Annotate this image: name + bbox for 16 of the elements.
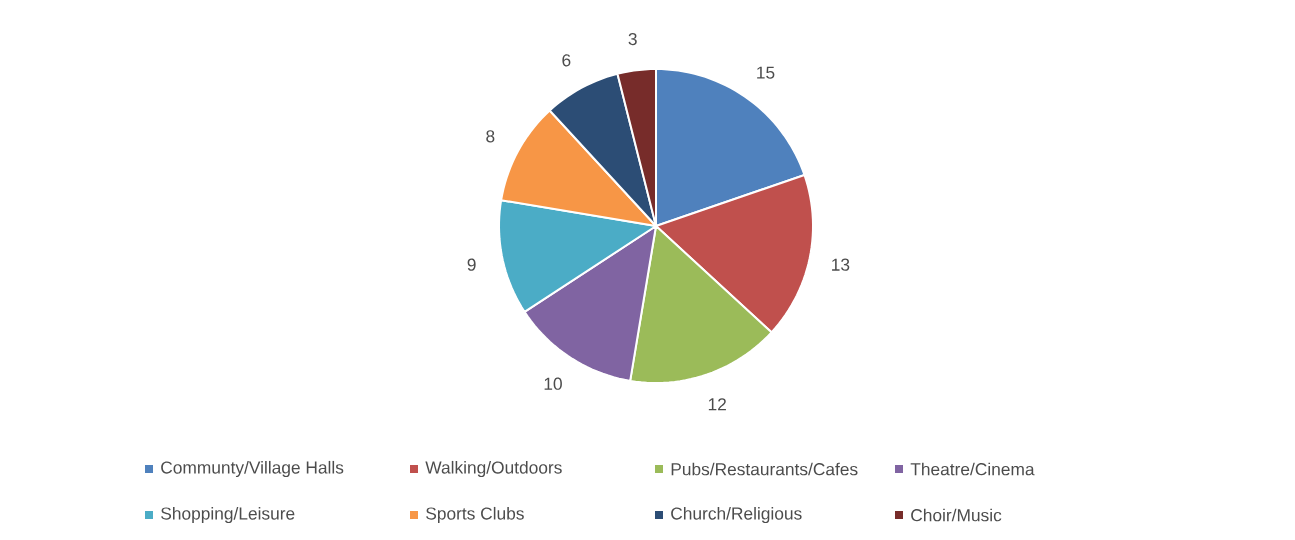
- legend-label: Sports Clubs: [426, 506, 524, 524]
- data-label: 6: [562, 54, 571, 67]
- legend-label: Communty/Village Halls: [161, 460, 344, 478]
- legend-label: Pubs/Restaurants/Cafes: [671, 462, 858, 476]
- legend-label: Theatre/Cinema: [910, 462, 1035, 476]
- data-label: 3: [628, 32, 637, 46]
- data-label: 15: [757, 66, 775, 79]
- data-label: 9: [467, 258, 476, 271]
- legend-label: Choir/Music: [911, 508, 1002, 522]
- legend-label: Shopping/Leisure: [161, 506, 295, 524]
- data-label: 13: [832, 258, 850, 271]
- data-label: 10: [544, 377, 562, 390]
- legend-label: Walking/Outdoors: [425, 460, 562, 478]
- data-label: 12: [708, 398, 726, 411]
- legend-label: Church/Religious: [671, 506, 802, 524]
- data-label: 8: [486, 130, 495, 143]
